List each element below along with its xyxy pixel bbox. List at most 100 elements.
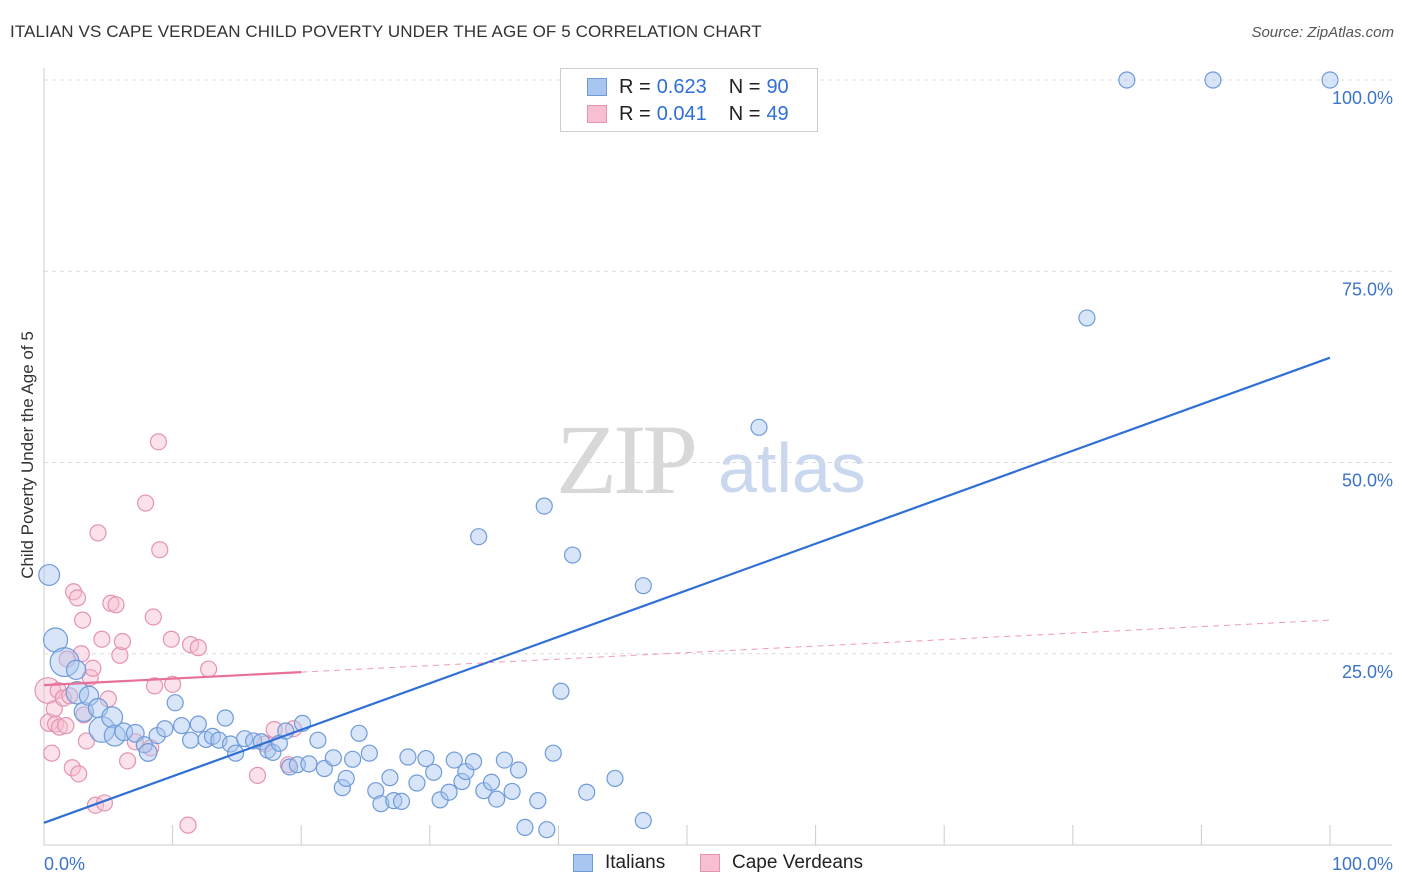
cape-verdean-point xyxy=(89,524,107,542)
italian-point xyxy=(337,769,355,788)
italian-point xyxy=(324,749,342,767)
cape-verdean-trend-line xyxy=(43,671,302,687)
cape-verdean-point xyxy=(68,589,87,607)
cape-verdean-point xyxy=(151,541,169,559)
italian-point xyxy=(38,563,61,586)
italian-point xyxy=(750,418,768,436)
cape-verdean-point xyxy=(179,816,197,834)
x-tick-label: 0.0% xyxy=(44,854,85,874)
italian-point xyxy=(425,763,443,781)
italian-point xyxy=(578,783,596,801)
italian-point xyxy=(372,795,390,813)
chart-title: ITALIAN VS CAPE VERDEAN CHILD POVERTY UN… xyxy=(10,22,762,41)
italian-point xyxy=(360,744,378,762)
italian-point xyxy=(482,773,501,791)
italian-point xyxy=(138,743,158,762)
italian-point xyxy=(1321,71,1339,89)
italian-point xyxy=(309,731,327,749)
cape-verdean-point xyxy=(136,494,155,512)
cape-verdean-point xyxy=(149,433,168,451)
y-tick-label: 25.0% xyxy=(1342,662,1393,682)
cape-verdean-point xyxy=(57,717,75,735)
italian-point xyxy=(1204,71,1222,89)
italian-point xyxy=(529,792,547,810)
y-tick-label: 50.0% xyxy=(1342,471,1393,491)
legend-italians[interactable]: Italians xyxy=(573,852,665,874)
r-label: R = xyxy=(619,102,651,125)
italian-point xyxy=(182,731,200,749)
italian-point xyxy=(445,751,463,769)
italian-point xyxy=(606,769,624,788)
italian-point xyxy=(166,694,184,712)
r-label: R = xyxy=(619,75,651,98)
italian-point xyxy=(634,811,652,830)
italian-point xyxy=(503,782,521,801)
italian-point xyxy=(495,751,513,769)
italian-point xyxy=(470,528,488,546)
italian-point xyxy=(367,782,385,800)
italian-point xyxy=(350,724,368,742)
italian-point xyxy=(344,750,362,768)
n-value: 90 xyxy=(766,75,789,98)
n-label: N = xyxy=(728,102,761,125)
italian-point xyxy=(65,659,87,681)
cape-verdean-point xyxy=(248,766,267,784)
correlation-legend: R = 0.623 N = 90 R = 0.041 N = 49 xyxy=(560,68,818,132)
cape-verdean-trend-extension xyxy=(301,619,1331,673)
cape-verdean-point xyxy=(118,752,137,770)
cape-verdeans-swatch xyxy=(587,105,607,123)
italian-point xyxy=(453,772,471,791)
watermark-zip: ZIP xyxy=(556,404,698,515)
legend-italians-label: Italians xyxy=(605,852,666,873)
cape-verdean-point xyxy=(111,646,129,664)
italian-point xyxy=(544,744,562,762)
italian-point xyxy=(101,706,124,729)
cape-verdean-points xyxy=(34,433,303,834)
y-tick-label: 75.0% xyxy=(1342,279,1393,299)
legend-cape-verdeans-label: Cape Verdeans xyxy=(732,852,863,873)
italian-point xyxy=(408,774,426,792)
series-legend: Italians Cape Verdeans xyxy=(0,852,1406,876)
italian-point xyxy=(399,748,417,766)
cape-verdean-point xyxy=(73,611,92,629)
italian-point xyxy=(264,743,282,762)
italian-point xyxy=(156,720,174,738)
italian-point xyxy=(538,821,556,839)
italian-point xyxy=(563,546,582,564)
italian-point xyxy=(103,724,126,747)
italian-point xyxy=(381,769,399,787)
italian-points xyxy=(38,71,1339,839)
cape-verdean-point xyxy=(50,718,69,736)
italian-point xyxy=(173,717,191,735)
italian-point xyxy=(65,680,90,705)
italian-trend-line xyxy=(43,356,1331,824)
legend-row-italians: R = 0.623 N = 90 xyxy=(587,74,789,100)
axes xyxy=(43,68,1392,846)
cape-verdean-point xyxy=(162,630,180,648)
italian-point xyxy=(300,755,318,773)
grid-lines xyxy=(44,79,1392,655)
italian-point xyxy=(333,779,351,797)
italian-point xyxy=(464,753,483,771)
cape-verdean-point xyxy=(113,632,132,651)
cape-verdean-point xyxy=(189,639,207,657)
italians-swatch xyxy=(573,854,593,872)
italian-point xyxy=(189,715,207,733)
cape-verdean-point xyxy=(84,659,102,677)
italian-point xyxy=(440,783,458,801)
italian-point xyxy=(417,749,435,768)
cape-verdean-point xyxy=(107,596,125,614)
r-value: 0.623 xyxy=(656,75,707,98)
legend-cape-verdeans[interactable]: Cape Verdeans xyxy=(700,852,863,874)
italian-point xyxy=(49,647,80,678)
r-value: 0.041 xyxy=(656,102,707,125)
italians-swatch xyxy=(587,78,607,96)
tick-labels: 25.0% 50.0% 75.0% 100.0% 0.0% 100.0% xyxy=(44,88,1393,874)
italian-point xyxy=(42,627,69,653)
italian-point xyxy=(1118,71,1136,89)
cape-verdean-point xyxy=(200,660,218,678)
cape-verdean-point xyxy=(77,732,96,750)
trend-lines xyxy=(43,356,1331,824)
italian-point xyxy=(1078,309,1096,327)
